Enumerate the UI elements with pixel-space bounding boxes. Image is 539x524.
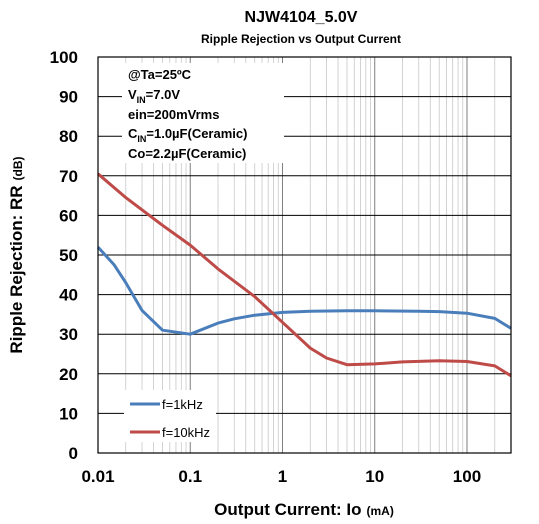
- annotation-background: [122, 63, 284, 163]
- series-lines: [96, 172, 512, 378]
- annotation-ein: ein=200mVrms: [128, 107, 219, 122]
- annotation-box: @Ta=25ºC VIN=7.0V ein=200mVrms CIN=1.0µF…: [122, 63, 284, 163]
- y-tick-label: 20: [59, 365, 78, 384]
- legend: f=1kHz f=10kHz: [124, 390, 216, 442]
- y-tick-label: 80: [59, 127, 78, 146]
- annotation-line-vin: VIN=7.0V: [128, 87, 180, 105]
- y-tick-labels: 0 10 20 30 40 50 60 70 80 90 100: [50, 48, 78, 463]
- annotation-vin-rest: =7.0V: [146, 87, 181, 102]
- y-tick-label: 90: [59, 88, 78, 107]
- y-tick-label: 70: [59, 167, 78, 186]
- chart-subtitle: Ripple Rejection vs Output Current: [201, 32, 401, 46]
- annotation-co: Co=2.2µF(Ceramic): [128, 146, 246, 161]
- y-axis-title: Ripple Rejection: RR (dB): [7, 156, 26, 353]
- x-tick-label: 0.01: [81, 467, 114, 486]
- y-tick-label: 0: [69, 444, 78, 463]
- y-tick-label: 50: [59, 246, 78, 265]
- annotation-temp: @Ta=25ºC: [128, 67, 192, 82]
- x-axis-unit: (mA): [366, 504, 393, 518]
- x-tick-label: 10: [365, 467, 384, 486]
- x-tick-labels: 0.01 0.1 1 10 100: [81, 467, 481, 486]
- y-tick-label: 60: [59, 206, 78, 225]
- x-axis-title: Output Current: Io (mA): [214, 500, 394, 519]
- chart-title: NJW4104_5.0V: [245, 9, 358, 26]
- y-axis-label: Ripple Rejection: RR: [7, 185, 26, 353]
- y-tick-label: 100: [50, 48, 78, 67]
- y-tick-label: 40: [59, 286, 78, 305]
- annotation-line-temp: @Ta=25ºC: [128, 67, 192, 82]
- annotation-cin-rest: =1.0µF(Ceramic): [146, 126, 247, 141]
- series-line-1khz: [96, 246, 512, 336]
- y-tick-label: 10: [59, 404, 78, 423]
- annotation-line-cin: CIN=1.0µF(Ceramic): [128, 126, 247, 144]
- y-tick-label: 30: [59, 325, 78, 344]
- series-line-10khz: [97, 172, 512, 378]
- annotation-line-ein: ein=200mVrms: [128, 107, 219, 122]
- annotation-cin-main: C: [128, 126, 138, 141]
- annotation-vin-sub: IN: [137, 95, 146, 105]
- plot-frame: [97, 56, 512, 454]
- x-axis-label: Output Current: Io: [214, 500, 361, 519]
- annotation-vin-main: V: [128, 87, 137, 102]
- x-tick-label: 0.1: [178, 467, 202, 486]
- y-axis-unit: (dB): [11, 156, 25, 180]
- annotation-cin-sub: IN: [137, 134, 146, 144]
- annotation-line-co: Co=2.2µF(Ceramic): [128, 146, 246, 161]
- legend-label-1khz: f=1kHz: [162, 397, 203, 412]
- legend-label-10khz: f=10kHz: [162, 425, 210, 440]
- x-tick-label: 100: [453, 467, 481, 486]
- x-tick-label: 1: [278, 467, 287, 486]
